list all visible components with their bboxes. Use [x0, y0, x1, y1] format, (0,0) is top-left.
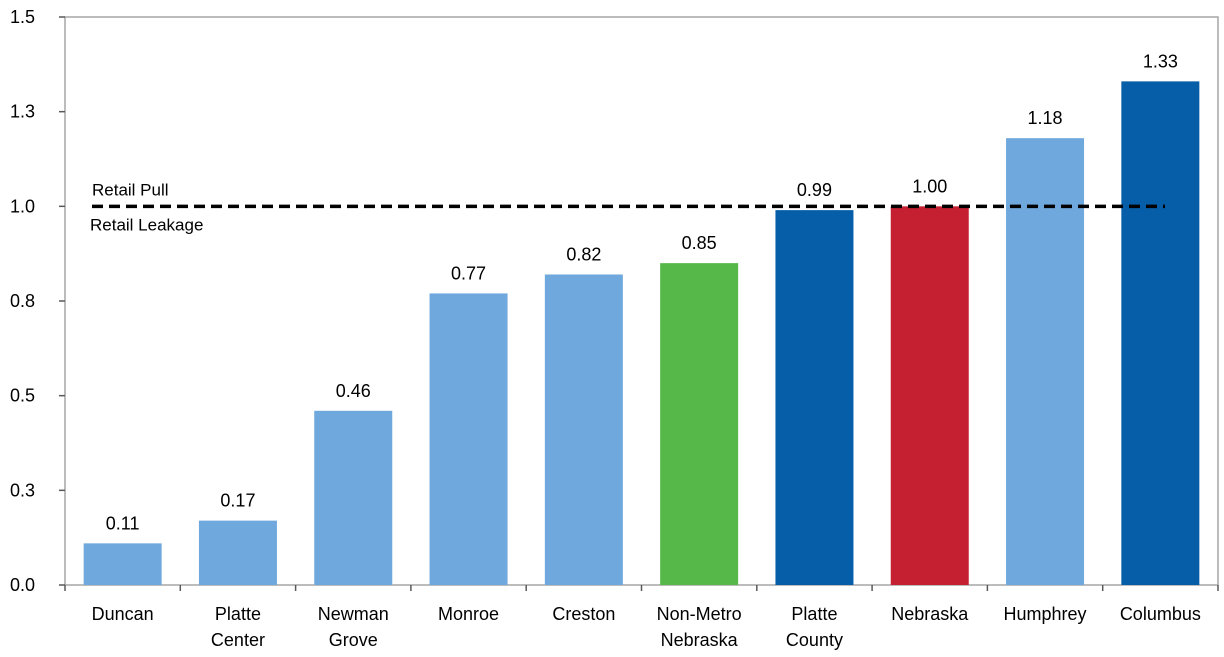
retail-leakage-annotation: Retail Leakage: [90, 215, 203, 234]
bar: [660, 263, 739, 585]
x-category-label: Non-Metro: [657, 604, 742, 624]
data-label: 1.18: [1028, 108, 1063, 128]
data-label: 0.99: [797, 180, 832, 200]
x-category-label: Creston: [552, 604, 615, 624]
bars: [83, 81, 1200, 586]
data-label: 1.33: [1143, 51, 1178, 71]
y-tick-label: 0.3: [10, 480, 35, 500]
retail-pull-annotation: Retail Pull: [92, 180, 169, 199]
labels: 0.11 Duncan 0.17 Platte Center 0.46 Newman Grov…: [90, 51, 1201, 650]
x-category-label: Columbus: [1120, 604, 1201, 624]
x-category-label: County: [786, 630, 843, 650]
x-category-label: Grove: [329, 630, 378, 650]
y-tick-label: 1.5: [10, 7, 35, 27]
bar: [429, 293, 508, 585]
bar: [1006, 138, 1085, 585]
data-label: 0.77: [451, 263, 486, 283]
data-label: 0.11: [106, 513, 140, 533]
x-category-label: Monroe: [438, 604, 499, 624]
bar: [890, 206, 969, 586]
x-category-label: Platte: [791, 604, 837, 624]
y-tick-label: 0.0: [10, 575, 35, 595]
x-category-label: Newman: [318, 604, 389, 624]
bar: [1121, 81, 1200, 585]
bar: [775, 210, 854, 585]
x-category-label: Duncan: [92, 604, 154, 624]
y-tick-label: 1.3: [10, 102, 35, 122]
x-category-label: Nebraska: [661, 630, 739, 650]
x-category-label: Nebraska: [891, 604, 969, 624]
data-label: 0.46: [336, 381, 371, 401]
x-category-label: Platte: [215, 604, 261, 624]
y-tick-label: 0.8: [10, 291, 35, 311]
data-label: 0.82: [566, 244, 601, 264]
data-label: 0.85: [682, 233, 717, 253]
bar: [198, 520, 277, 585]
y-tick-label: 0.5: [10, 386, 35, 406]
bar: [314, 410, 393, 585]
axes: 0.0 0.3 0.5 0.8 1.0 1.3 1.5: [10, 7, 1219, 595]
bar: [83, 543, 162, 585]
data-label: 1.00: [912, 176, 947, 196]
x-category-label: Center: [211, 630, 265, 650]
x-category-label: Humphrey: [1004, 604, 1087, 624]
bar: [544, 274, 623, 585]
data-label: 0.17: [220, 491, 255, 511]
y-tick-label: 1.0: [10, 196, 35, 216]
